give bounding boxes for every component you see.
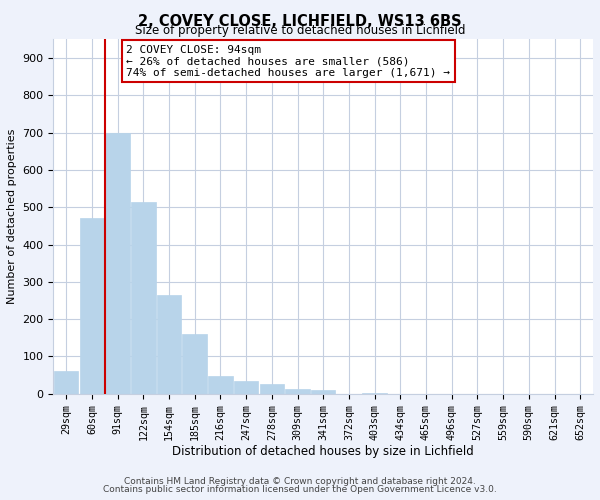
Bar	[311, 390, 335, 394]
Bar	[285, 389, 310, 394]
Y-axis label: Number of detached properties: Number of detached properties	[7, 129, 17, 304]
Text: 2 COVEY CLOSE: 94sqm
← 26% of detached houses are smaller (586)
74% of semi-deta: 2 COVEY CLOSE: 94sqm ← 26% of detached h…	[126, 45, 450, 78]
Bar	[362, 392, 387, 394]
Text: 2, COVEY CLOSE, LICHFIELD, WS13 6BS: 2, COVEY CLOSE, LICHFIELD, WS13 6BS	[138, 14, 462, 29]
Bar	[234, 380, 259, 394]
Bar	[131, 202, 155, 394]
Bar	[182, 334, 207, 394]
Bar	[208, 376, 233, 394]
Bar	[80, 218, 104, 394]
Text: Size of property relative to detached houses in Lichfield: Size of property relative to detached ho…	[135, 24, 465, 37]
Bar	[260, 384, 284, 394]
X-axis label: Distribution of detached houses by size in Lichfield: Distribution of detached houses by size …	[172, 445, 474, 458]
Bar	[106, 132, 130, 394]
Bar	[54, 372, 79, 394]
Bar	[157, 295, 181, 394]
Text: Contains HM Land Registry data © Crown copyright and database right 2024.: Contains HM Land Registry data © Crown c…	[124, 477, 476, 486]
Text: Contains public sector information licensed under the Open Government Licence v3: Contains public sector information licen…	[103, 485, 497, 494]
